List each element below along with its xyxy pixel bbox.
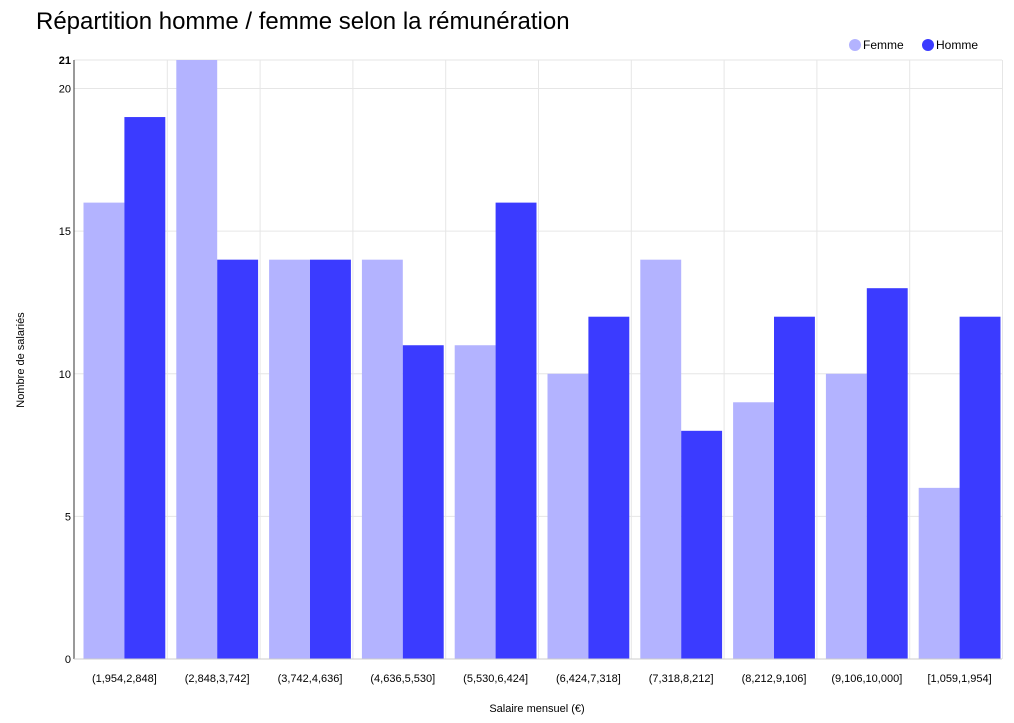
bar-femme bbox=[918, 487, 960, 659]
tick-labels: 0 5 10 15 20 21 (1,954,2,848] (2,848,3,742] (3,7… bbox=[59, 55, 992, 685]
bar-femme bbox=[733, 402, 774, 659]
bar-homme bbox=[124, 117, 166, 660]
x-axis-label: Salaire mensuel (€) bbox=[489, 703, 584, 715]
x-tick-label: (3,742,4,636] bbox=[278, 673, 343, 685]
legend-label-femme[interactable]: Femme bbox=[863, 38, 904, 52]
bar-homme bbox=[959, 316, 1001, 659]
y-axis-label: Nombre de salariés bbox=[15, 312, 27, 408]
bars bbox=[83, 60, 1001, 660]
y-tick-label: 15 bbox=[59, 226, 71, 238]
bar-homme bbox=[217, 259, 259, 659]
y-tick-label: 0 bbox=[65, 654, 71, 666]
x-tick-label: (6,424,7,318] bbox=[556, 673, 621, 685]
bar-femme bbox=[83, 202, 125, 659]
legend-label-homme[interactable]: Homme bbox=[936, 38, 978, 52]
bar-femme bbox=[269, 259, 310, 659]
x-tick-label: (8,212,9,106] bbox=[742, 673, 807, 685]
y-tick-label: 21 bbox=[59, 55, 71, 67]
bar-homme bbox=[310, 259, 351, 659]
x-tick-label: (9,106,10,000] bbox=[831, 673, 902, 685]
bar-femme bbox=[454, 345, 496, 659]
axes bbox=[73, 60, 1002, 660]
x-tick-label: [1,059,1,954] bbox=[927, 673, 991, 685]
bar-homme bbox=[774, 316, 815, 659]
bar-femme bbox=[640, 259, 682, 659]
y-tick-label: 5 bbox=[65, 511, 71, 523]
x-tick-label: (1,954,2,848] bbox=[92, 673, 157, 685]
bar-homme bbox=[588, 316, 630, 659]
x-tick-label: (2,848,3,742] bbox=[185, 673, 250, 685]
y-tick-label: 10 bbox=[59, 369, 71, 381]
x-tick-label: (5,530,6,424] bbox=[463, 673, 528, 685]
legend-swatch-homme[interactable] bbox=[922, 39, 934, 51]
bar-homme bbox=[866, 288, 908, 659]
y-tick-label: 20 bbox=[59, 84, 71, 96]
x-tick-label: (4,636,5,530] bbox=[370, 673, 435, 685]
legend: Femme Homme bbox=[849, 38, 978, 52]
x-tick-label: (7,318,8,212] bbox=[649, 673, 714, 685]
bar-homme bbox=[495, 202, 537, 659]
bar-femme bbox=[361, 259, 403, 659]
legend-swatch-femme[interactable] bbox=[849, 39, 861, 51]
bar-femme bbox=[547, 373, 589, 659]
bar-homme bbox=[681, 430, 723, 659]
chart-title: Répartition homme / femme selon la rémun… bbox=[36, 8, 570, 35]
bar-femme bbox=[176, 60, 218, 659]
bar-femme bbox=[825, 373, 867, 659]
bar-homme bbox=[402, 345, 444, 659]
gridlines bbox=[74, 59, 1003, 659]
